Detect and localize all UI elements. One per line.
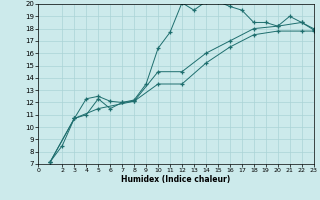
X-axis label: Humidex (Indice chaleur): Humidex (Indice chaleur) xyxy=(121,175,231,184)
